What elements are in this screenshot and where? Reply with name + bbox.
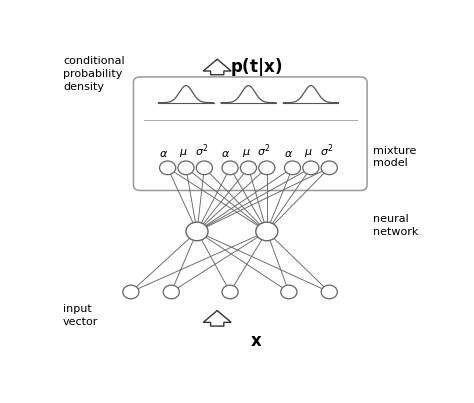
Text: $\alpha$: $\alpha$ (221, 149, 230, 158)
Text: $\mathbf{x}$: $\mathbf{x}$ (249, 332, 262, 350)
Circle shape (303, 161, 319, 174)
Polygon shape (203, 311, 231, 326)
Circle shape (222, 161, 238, 174)
Text: $\mathbf{p(t|x)}$: $\mathbf{p(t|x)}$ (229, 56, 282, 78)
FancyBboxPatch shape (134, 77, 367, 191)
Text: $\sigma^2$: $\sigma^2$ (320, 142, 334, 158)
Circle shape (123, 285, 139, 299)
Circle shape (186, 222, 208, 241)
Circle shape (163, 285, 179, 299)
Circle shape (284, 161, 301, 174)
Text: $\alpha$: $\alpha$ (159, 149, 168, 158)
Text: $\mu$: $\mu$ (242, 147, 250, 158)
Circle shape (321, 285, 337, 299)
Circle shape (256, 222, 278, 241)
Text: $\mu$: $\mu$ (304, 147, 313, 158)
Text: input
vector: input vector (63, 304, 98, 327)
Text: mixture
model: mixture model (374, 145, 417, 168)
Text: conditional
probability
density: conditional probability density (63, 56, 125, 92)
Circle shape (321, 161, 337, 174)
Circle shape (240, 161, 256, 174)
Text: $\sigma^2$: $\sigma^2$ (257, 142, 271, 158)
Circle shape (281, 285, 297, 299)
Circle shape (196, 161, 212, 174)
Circle shape (259, 161, 275, 174)
Text: $\mu$: $\mu$ (179, 147, 188, 158)
Circle shape (222, 285, 238, 299)
Text: $\sigma^2$: $\sigma^2$ (195, 142, 209, 158)
Text: $\alpha$: $\alpha$ (283, 149, 292, 158)
Circle shape (160, 161, 176, 174)
Polygon shape (203, 59, 231, 75)
Text: neural
network: neural network (374, 214, 419, 237)
Circle shape (178, 161, 194, 174)
